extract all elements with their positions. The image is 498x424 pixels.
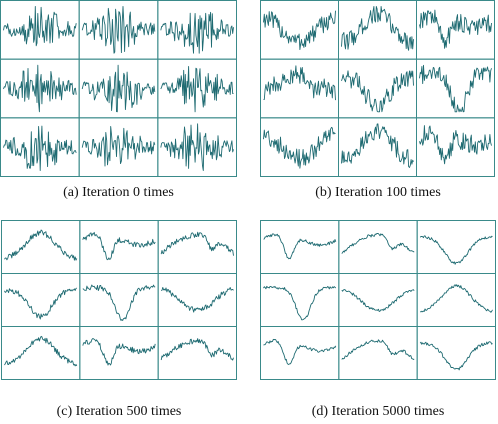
- waveform-line: [82, 338, 156, 366]
- grid-cell-border: [1, 326, 81, 380]
- waveform-line: [263, 126, 336, 169]
- grid-cell-border: [260, 58, 339, 119]
- grid-cell-border: [260, 326, 340, 380]
- waveform-line: [341, 70, 414, 113]
- caption-a: (a) Iteration 0 times: [63, 185, 174, 200]
- waveform-line: [419, 341, 493, 371]
- waveform-line: [160, 231, 234, 256]
- waveform-line: [160, 338, 234, 361]
- caption-b: (b) Iteration 100 times: [315, 185, 441, 200]
- waveform-line: [160, 66, 234, 113]
- signal-grid-c: [1, 220, 237, 380]
- waveform-line: [419, 235, 493, 265]
- waveform-line: [341, 6, 414, 51]
- grid-cell-border: [416, 117, 495, 177]
- waveform-line: [263, 65, 336, 101]
- panel-c: (c) Iteration 500 times: [0, 220, 240, 424]
- grid-cell-border: [157, 117, 237, 177]
- waveform-line: [160, 123, 234, 171]
- waveform-line: [4, 335, 78, 367]
- waveform-line: [341, 339, 415, 360]
- grid-cell-border: [416, 273, 496, 327]
- waveform-line: [263, 285, 337, 321]
- waveform-line: [341, 123, 414, 168]
- grid-cell-border: [260, 273, 340, 327]
- grid-cell-border: [260, 220, 340, 274]
- caption-c: (c) Iteration 500 times: [56, 404, 182, 419]
- waveform-line: [263, 10, 336, 51]
- waveform-line: [3, 64, 77, 113]
- waveform-line: [419, 64, 492, 113]
- signal-grid-d: [260, 220, 496, 380]
- waveform-line: [81, 6, 156, 54]
- grid-cell-border: [416, 326, 496, 380]
- panel-b: (b) Iteration 100 times: [258, 0, 498, 205]
- waveform-line: [81, 64, 156, 113]
- waveform-line: [4, 229, 78, 261]
- waveform-line: [82, 284, 156, 321]
- waveform-line: [161, 286, 234, 313]
- waveform-line: [341, 289, 415, 312]
- grid-cell-border: [157, 273, 237, 327]
- panel-a: (a) Iteration 0 times: [0, 0, 240, 205]
- waveform-line: [4, 287, 77, 320]
- waveform-line: [419, 9, 492, 49]
- waveform-line: [3, 6, 77, 47]
- signal-grid-a: [0, 0, 237, 177]
- grid-cell-border: [338, 273, 418, 327]
- waveform-line: [81, 126, 156, 167]
- grid-cell-border: [79, 273, 159, 327]
- waveform-line: [341, 233, 415, 254]
- grid-cell-border: [79, 220, 159, 274]
- waveform-line: [160, 11, 234, 54]
- grid-cell-border: [1, 220, 81, 274]
- grid-cell-border: [416, 58, 495, 119]
- grid-cell-border: [416, 220, 496, 274]
- waveform-line: [420, 284, 493, 313]
- waveform-line: [3, 125, 77, 171]
- signal-grid-b: [260, 0, 495, 177]
- waveform-line: [263, 233, 337, 260]
- grid-cell-border: [338, 117, 417, 177]
- grid-cell-border: [260, 0, 339, 60]
- grid-cell-border: [79, 326, 159, 380]
- waveform-line: [82, 231, 156, 261]
- caption-d: (d) Iteration 5000 times: [311, 404, 445, 419]
- grid-cell-border: [338, 58, 417, 119]
- waveform-line: [419, 125, 492, 165]
- panel-d: (d) Iteration 5000 times: [258, 220, 498, 424]
- grid-cell-border: [157, 326, 237, 380]
- waveform-line: [263, 338, 337, 365]
